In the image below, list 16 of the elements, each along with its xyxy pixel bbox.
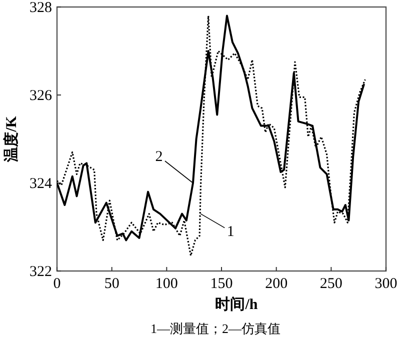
y-tick-label: 322 bbox=[30, 264, 52, 280]
annotation: 1 bbox=[226, 224, 234, 240]
x-tick-label: 300 bbox=[374, 276, 398, 292]
y-tick-label: 328 bbox=[30, 0, 52, 16]
x-tick-label: 250 bbox=[320, 276, 342, 292]
annotation: 2 bbox=[155, 149, 163, 165]
y-tick-label: 326 bbox=[30, 88, 52, 104]
y-tick-label: 324 bbox=[30, 176, 52, 192]
text: 1—测量值；2—仿真值 bbox=[150, 321, 280, 336]
x-axis-title: 时间/h bbox=[215, 296, 258, 313]
x-tick-label: 200 bbox=[265, 276, 288, 292]
x-tick-label: 100 bbox=[155, 276, 178, 292]
y-axis-title: 温度/K bbox=[2, 116, 20, 163]
x-tick-label: 50 bbox=[104, 276, 120, 292]
x-tick-label: 0 bbox=[53, 276, 61, 292]
x-tick-label: 150 bbox=[210, 276, 233, 292]
